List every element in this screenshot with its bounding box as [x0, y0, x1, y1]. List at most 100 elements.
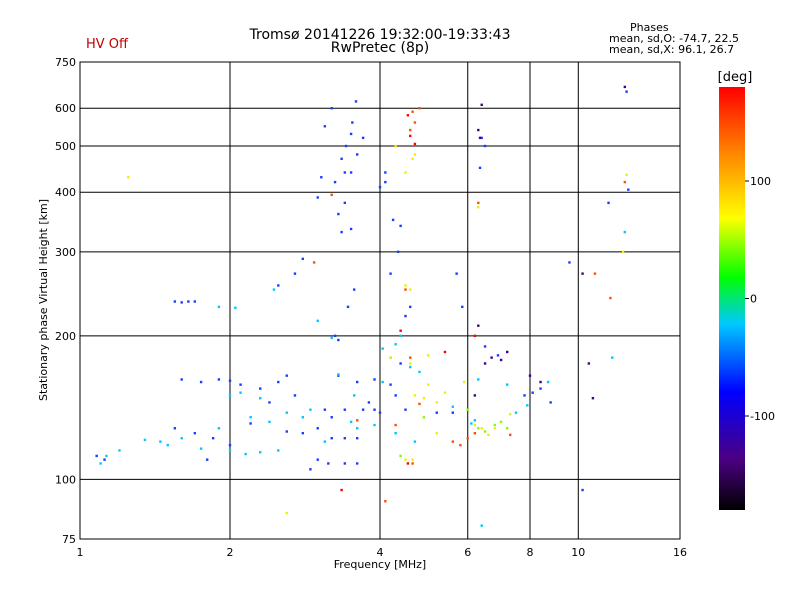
data-point — [526, 404, 529, 407]
data-point — [352, 394, 356, 397]
x-tick-label: 8 — [527, 546, 534, 559]
data-point — [199, 380, 203, 384]
data-point — [477, 206, 480, 209]
data-point — [477, 378, 480, 381]
data-point — [384, 180, 387, 184]
data-point — [422, 396, 426, 400]
data-point — [268, 401, 271, 404]
data-point — [351, 121, 354, 124]
data-point — [399, 362, 402, 365]
data-point — [285, 511, 288, 515]
data-point — [404, 458, 407, 461]
data-point — [483, 345, 487, 348]
y-tick-label: 200 — [55, 330, 76, 343]
data-point — [361, 136, 365, 140]
data-point — [378, 411, 382, 414]
data-point — [323, 440, 327, 443]
data-point — [404, 288, 407, 291]
data-point — [316, 196, 319, 199]
data-point — [473, 423, 477, 427]
data-point — [409, 288, 412, 291]
data-point — [394, 394, 397, 397]
data-point — [422, 416, 426, 419]
data-point — [505, 427, 509, 430]
data-point — [409, 305, 412, 309]
data-point — [404, 408, 407, 411]
data-point — [409, 362, 412, 365]
colorbar-tick-label: -100 — [750, 410, 775, 423]
data-point — [587, 362, 591, 365]
chart-title: Tromsø 20141226 19:32:00-19:33:43 — [249, 27, 511, 43]
data-point — [320, 176, 323, 179]
data-point — [239, 391, 242, 394]
data-point — [316, 319, 319, 323]
data-point — [355, 380, 359, 384]
data-point — [349, 132, 353, 136]
data-point — [105, 454, 108, 458]
data-point — [309, 468, 312, 471]
x-tick-label: 6 — [464, 546, 471, 559]
data-point — [228, 443, 232, 447]
data-point — [277, 380, 280, 384]
data-point — [611, 356, 614, 359]
data-point — [427, 354, 430, 357]
data-point — [409, 356, 412, 359]
data-point — [355, 419, 359, 422]
y-tick-label: 400 — [55, 186, 76, 199]
data-point — [496, 354, 500, 357]
data-point — [623, 85, 627, 89]
data-point — [285, 430, 288, 433]
phases-o-mode: mean, sd,O: -74.7, 22.5 — [609, 32, 740, 45]
data-point — [199, 447, 203, 450]
data-point — [623, 230, 627, 234]
data-point — [127, 176, 130, 179]
data-point — [480, 103, 483, 107]
data-point — [389, 356, 392, 359]
x-tick-label: 2 — [227, 546, 234, 559]
data-point — [143, 438, 147, 442]
hv-status: HV Off — [86, 37, 128, 52]
data-point — [301, 257, 305, 261]
data-point — [546, 380, 550, 384]
data-point — [389, 272, 392, 275]
data-point — [406, 114, 410, 117]
y-tick-label: 100 — [55, 473, 76, 486]
data-point — [549, 401, 552, 404]
chart-subtitle: RwPretec (8p) — [330, 40, 430, 56]
data-point — [349, 227, 353, 231]
data-point — [505, 350, 509, 354]
data-point — [461, 305, 464, 309]
data-point — [531, 391, 534, 394]
data-point — [459, 443, 462, 447]
data-point — [404, 314, 407, 318]
data-point — [323, 125, 327, 128]
data-point — [293, 394, 297, 397]
data-point — [343, 437, 347, 440]
colorbar — [719, 87, 745, 510]
x-axis-label: Frequency [MHz] — [334, 558, 426, 571]
data-point — [478, 136, 482, 140]
data-point — [228, 449, 232, 452]
data-point — [477, 201, 480, 205]
data-point — [316, 458, 319, 461]
data-point — [309, 408, 312, 411]
data-point — [462, 380, 466, 384]
data-point — [483, 144, 487, 148]
data-point — [443, 350, 447, 354]
data-point — [607, 201, 610, 205]
data-point — [411, 462, 414, 465]
data-point — [381, 347, 384, 350]
data-point — [95, 454, 98, 458]
data-point — [396, 250, 400, 254]
data-point — [625, 173, 628, 177]
data-point — [180, 437, 183, 440]
data-point — [193, 431, 197, 435]
data-point — [413, 440, 417, 443]
data-point — [478, 166, 482, 170]
data-point — [249, 422, 252, 425]
data-point — [337, 338, 340, 342]
data-point — [466, 437, 469, 440]
data-point — [384, 171, 387, 174]
data-point — [166, 443, 169, 447]
data-point — [378, 185, 382, 189]
